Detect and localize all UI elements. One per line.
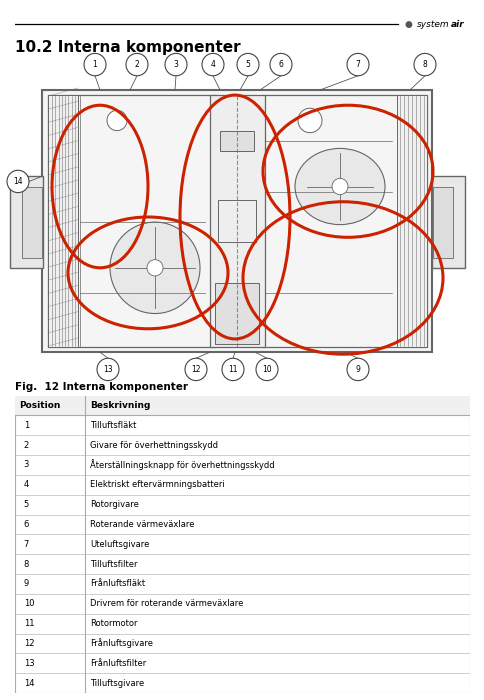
Text: Tilluftsgivare: Tilluftsgivare xyxy=(90,678,144,687)
Circle shape xyxy=(222,358,243,381)
FancyBboxPatch shape xyxy=(432,186,452,258)
Text: 2: 2 xyxy=(135,60,139,69)
FancyBboxPatch shape xyxy=(22,186,42,258)
Text: Rotorgivare: Rotorgivare xyxy=(90,500,138,509)
Text: 1: 1 xyxy=(24,421,29,430)
FancyBboxPatch shape xyxy=(214,283,258,344)
Circle shape xyxy=(237,53,258,76)
Text: 9: 9 xyxy=(24,580,29,589)
Text: 12: 12 xyxy=(191,365,200,374)
Text: 11: 11 xyxy=(228,365,237,374)
FancyBboxPatch shape xyxy=(10,176,43,268)
Text: 7: 7 xyxy=(355,60,360,69)
Text: Uteluftsgivare: Uteluftsgivare xyxy=(90,540,149,549)
Text: Rotormotor: Rotormotor xyxy=(90,619,137,628)
Circle shape xyxy=(346,358,368,381)
Circle shape xyxy=(256,358,277,381)
Text: 11: 11 xyxy=(24,619,34,628)
Text: 3: 3 xyxy=(173,60,178,69)
Ellipse shape xyxy=(110,222,199,314)
Text: Tilluftsfilter: Tilluftsfilter xyxy=(90,559,137,568)
Circle shape xyxy=(184,358,207,381)
Text: Återställningsknapp för överhettningsskydd: Återställningsknapp för överhettningssky… xyxy=(90,459,274,470)
Circle shape xyxy=(147,260,163,276)
Text: 1: 1 xyxy=(92,60,97,69)
FancyBboxPatch shape xyxy=(220,131,254,151)
Text: 8: 8 xyxy=(422,60,426,69)
Text: 5: 5 xyxy=(24,500,29,509)
Text: Frånluftsfläkt: Frånluftsfläkt xyxy=(90,580,145,589)
Circle shape xyxy=(297,108,321,133)
Text: Drivrem för roterande värmeväxlare: Drivrem för roterande värmeväxlare xyxy=(90,599,242,608)
Text: Elektriskt eftervärmningsbatteri: Elektriskt eftervärmningsbatteri xyxy=(90,480,224,489)
Circle shape xyxy=(107,111,127,131)
Text: ●: ● xyxy=(404,20,412,29)
FancyBboxPatch shape xyxy=(48,95,78,347)
FancyBboxPatch shape xyxy=(396,95,426,347)
Text: 10: 10 xyxy=(24,599,34,608)
Text: 4: 4 xyxy=(210,60,215,69)
Text: Tilluftsfläkt: Tilluftsfläkt xyxy=(90,421,136,430)
Circle shape xyxy=(7,170,29,192)
Circle shape xyxy=(165,53,187,76)
Text: 2: 2 xyxy=(24,440,29,449)
Circle shape xyxy=(270,53,291,76)
Circle shape xyxy=(201,53,224,76)
FancyBboxPatch shape xyxy=(15,395,469,693)
Text: 6: 6 xyxy=(278,60,283,69)
Circle shape xyxy=(346,53,368,76)
Circle shape xyxy=(332,178,348,195)
Text: 10.2 Interna komponenter: 10.2 Interna komponenter xyxy=(15,40,240,55)
FancyBboxPatch shape xyxy=(42,90,431,352)
Circle shape xyxy=(97,358,119,381)
Text: Givare för överhettningsskydd: Givare för överhettningsskydd xyxy=(90,440,217,449)
Text: Fig.  12 Interna komponenter: Fig. 12 Interna komponenter xyxy=(15,382,187,392)
Text: 6: 6 xyxy=(24,520,29,529)
Text: 10: 10 xyxy=(262,365,271,374)
Circle shape xyxy=(84,53,106,76)
Circle shape xyxy=(413,53,435,76)
Text: 4: 4 xyxy=(24,480,29,489)
Text: 3: 3 xyxy=(24,461,29,470)
Text: system: system xyxy=(416,20,449,29)
Text: 5: 5 xyxy=(245,60,250,69)
Text: 8: 8 xyxy=(24,559,29,568)
Text: 7: 7 xyxy=(24,540,29,549)
Text: Position: Position xyxy=(19,401,60,410)
Text: 9: 9 xyxy=(355,365,360,374)
Text: 14: 14 xyxy=(24,678,34,687)
FancyBboxPatch shape xyxy=(15,395,469,415)
Ellipse shape xyxy=(294,148,384,225)
Text: Frånluftsfilter: Frånluftsfilter xyxy=(90,659,146,668)
Text: 13: 13 xyxy=(103,365,113,374)
Text: 14: 14 xyxy=(13,177,23,186)
Circle shape xyxy=(126,53,148,76)
FancyBboxPatch shape xyxy=(431,176,464,268)
Text: 13: 13 xyxy=(24,659,34,668)
Text: 12: 12 xyxy=(24,639,34,648)
Text: Frånluftsgivare: Frånluftsgivare xyxy=(90,638,152,648)
Text: Beskrivning: Beskrivning xyxy=(90,401,150,410)
FancyBboxPatch shape xyxy=(210,95,264,347)
Text: Roterande värmeväxlare: Roterande värmeväxlare xyxy=(90,520,194,529)
Text: air: air xyxy=(450,20,464,29)
